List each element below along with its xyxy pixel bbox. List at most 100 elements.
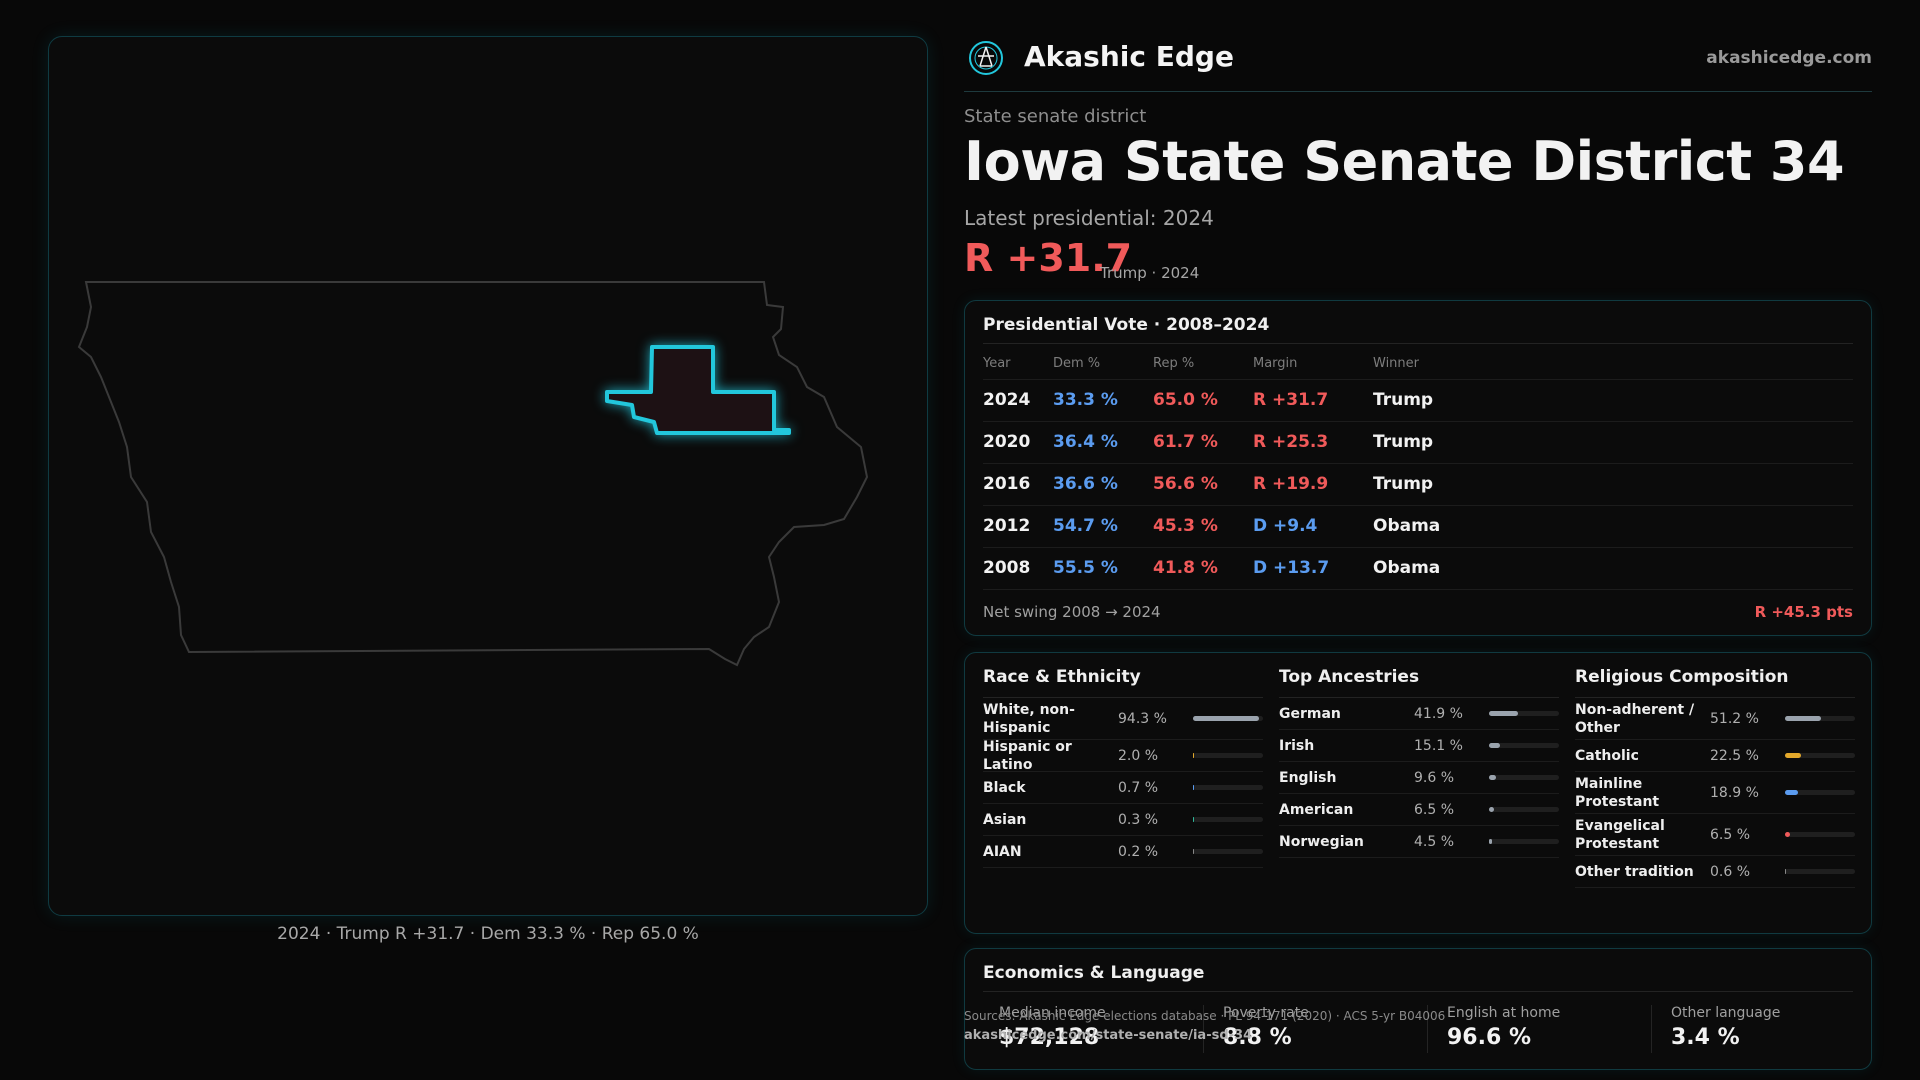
district-34-highlight[interactable] <box>605 345 791 435</box>
share-bar-fill <box>1193 785 1194 790</box>
stat-value: $72,128 <box>999 1025 1100 1050</box>
share-bar-fill <box>1785 790 1799 795</box>
stat-value: 8.8 % <box>1223 1025 1292 1050</box>
share-bar-fill <box>1785 753 1801 758</box>
cell-year: 2008 <box>983 547 1053 590</box>
district-map[interactable] <box>49 37 929 917</box>
cell-dem: 54.7 % <box>1053 505 1153 548</box>
cell-dem: 36.6 % <box>1053 463 1153 506</box>
table-row: 2016 36.6 % 56.6 % R +19.9 Trump <box>983 463 1853 506</box>
share-bar-fill <box>1193 753 1195 758</box>
item-value: 2.0 % <box>1118 747 1159 764</box>
item-value: 0.3 % <box>1118 811 1159 828</box>
divider <box>1575 697 1855 698</box>
share-bar <box>1489 743 1559 748</box>
item-value: 9.6 % <box>1414 769 1455 786</box>
col-rep-header: Rep % <box>1153 349 1253 380</box>
cell-winner: Trump <box>1373 379 1853 422</box>
cell-winner: Trump <box>1373 421 1853 464</box>
share-bar-fill <box>1489 743 1500 748</box>
item-label: Other tradition <box>1575 863 1694 880</box>
item-value: 0.2 % <box>1118 843 1159 860</box>
cell-rep: 65.0 % <box>1153 379 1253 422</box>
cell-year: 2016 <box>983 463 1053 506</box>
stat-value: 96.6 % <box>1447 1025 1531 1050</box>
share-bar <box>1489 839 1559 844</box>
list-item: Black 0.7 % <box>983 772 1263 804</box>
share-bar <box>1193 753 1263 758</box>
item-label: Non-adherent / Other <box>1575 701 1695 736</box>
stat-english-at-home: English at home 96.6 % <box>1447 1005 1662 1050</box>
share-bar <box>1785 832 1855 837</box>
cell-rep: 56.6 % <box>1153 463 1253 506</box>
share-bar-fill <box>1489 775 1496 780</box>
table-header-row: Year Dem % Rep % Margin Winner <box>983 349 1853 380</box>
item-label: Mainline Protestant <box>1575 775 1660 810</box>
item-label: English <box>1279 769 1337 786</box>
item-value: 51.2 % <box>1710 710 1759 727</box>
presidential-table: Year Dem % Rep % Margin Winner 2024 33.3… <box>983 349 1853 590</box>
ancestries-column: Top Ancestries German 41.9 % Irish 15.1 % En… <box>1279 653 1559 858</box>
divider <box>1651 1005 1652 1053</box>
cell-winner: Obama <box>1373 547 1853 590</box>
item-value: 15.1 % <box>1414 737 1463 754</box>
share-bar <box>1489 711 1559 716</box>
brand-header: Akashic Edge akashicedge.com <box>964 36 1872 92</box>
stat-label: Poverty rate <box>1223 1005 1309 1021</box>
list-item: White, non-Hispanic 94.3 % <box>983 698 1263 740</box>
item-value: 6.5 % <box>1710 826 1751 843</box>
share-bar <box>1193 817 1263 822</box>
col-winner-header: Winner <box>1373 349 1853 380</box>
stat-label: English at home <box>1447 1005 1561 1021</box>
share-bar-fill <box>1785 869 1786 874</box>
headline-margin: R +31.7 <box>964 236 1133 280</box>
share-bar <box>1785 716 1855 721</box>
cell-year: 2020 <box>983 421 1053 464</box>
cell-margin: R +31.7 <box>1253 379 1373 422</box>
share-bar <box>1193 785 1263 790</box>
list-item: AIAN 0.2 % <box>983 836 1263 868</box>
share-bar <box>1785 753 1855 758</box>
table-row: 2008 55.5 % 41.8 % D +13.7 Obama <box>983 547 1853 590</box>
cell-year: 2024 <box>983 379 1053 422</box>
economics-card: Economics & Language Median income $72,1… <box>964 948 1872 1070</box>
stat-label: Median income <box>999 1005 1106 1021</box>
page-title: Iowa State Senate District 34 <box>964 130 1845 193</box>
net-swing-label: Net swing 2008 → 2024 <box>983 603 1161 621</box>
list-item: American 6.5 % <box>1279 794 1559 826</box>
item-label: AIAN <box>983 843 1022 860</box>
col-dem-header: Dem % <box>1053 349 1153 380</box>
share-bar <box>1785 790 1855 795</box>
stat-other-language: Other language 3.4 % <box>1671 1005 1886 1050</box>
latest-presidential: Latest presidential: 2024 <box>964 206 1214 230</box>
demographics-card: Race & Ethnicity White, non-Hispanic 94.3… <box>964 652 1872 934</box>
item-label: Evangelical Protestant <box>1575 817 1665 852</box>
iowa-state-outline <box>77 281 869 667</box>
item-value: 22.5 % <box>1710 747 1759 764</box>
item-label: Irish <box>1279 737 1315 754</box>
divider <box>1203 1005 1204 1053</box>
brand-site-link[interactable]: akashicedge.com <box>1706 48 1872 68</box>
share-bar <box>1193 849 1263 854</box>
list-item: Other tradition 0.6 % <box>1575 856 1855 888</box>
cell-dem: 36.4 % <box>1053 421 1153 464</box>
ancestries-title: Top Ancestries <box>1279 667 1420 687</box>
item-label: Catholic <box>1575 747 1639 764</box>
item-value: 94.3 % <box>1118 710 1167 727</box>
page-kicker: State senate district <box>964 106 1147 127</box>
cell-winner: Obama <box>1373 505 1853 548</box>
share-bar <box>1489 807 1559 812</box>
cell-rep: 45.3 % <box>1153 505 1253 548</box>
cell-rep: 61.7 % <box>1153 421 1253 464</box>
presidential-card-title: Presidential Vote · 2008–2024 <box>983 315 1270 335</box>
sources-url-link[interactable]: akashicedge.com/state-senate/ia-sd-34 <box>964 1028 1253 1043</box>
item-label: Hispanic or Latino <box>983 738 1072 773</box>
list-item: English 9.6 % <box>1279 762 1559 794</box>
cell-margin: D +9.4 <box>1253 505 1373 548</box>
share-bar-fill <box>1489 711 1519 716</box>
map-panel[interactable] <box>48 36 928 916</box>
stat-median-income: Median income $72,128 <box>999 1005 1214 1050</box>
cell-margin: R +19.9 <box>1253 463 1373 506</box>
share-bar-fill <box>1193 817 1194 822</box>
religion-title: Religious Composition <box>1575 667 1789 687</box>
